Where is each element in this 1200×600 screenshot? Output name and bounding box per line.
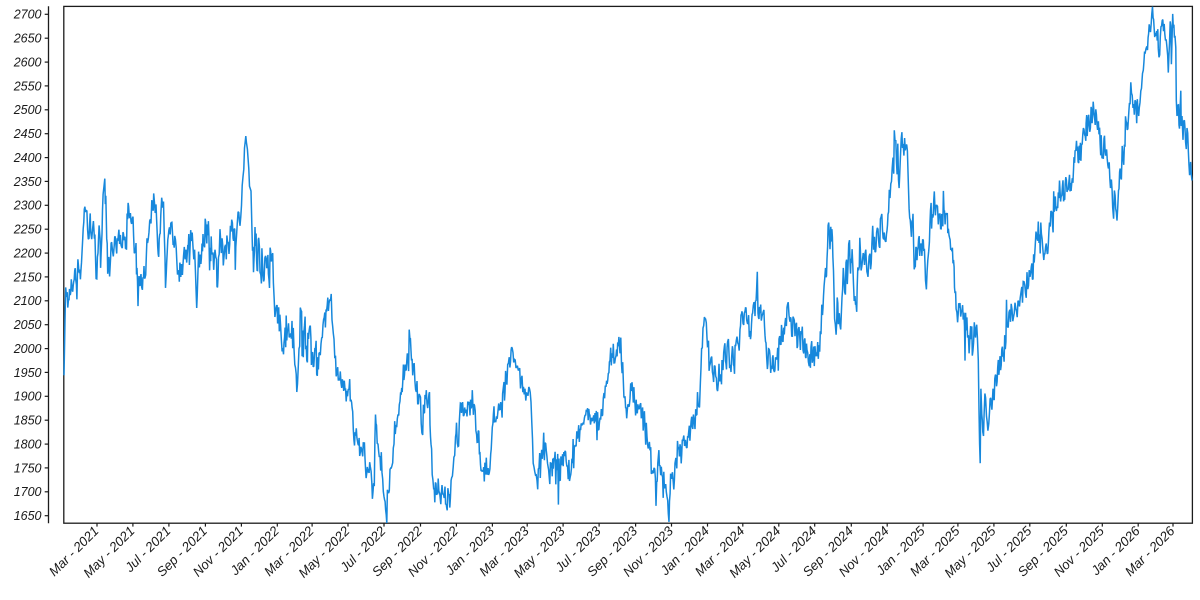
- svg-text:2050: 2050: [13, 318, 42, 332]
- svg-text:1650: 1650: [14, 509, 42, 523]
- svg-text:2250: 2250: [13, 223, 42, 237]
- svg-text:2000: 2000: [13, 342, 42, 356]
- svg-text:2650: 2650: [13, 32, 42, 46]
- svg-text:1700: 1700: [14, 485, 42, 499]
- svg-text:2600: 2600: [13, 56, 42, 70]
- svg-text:1800: 1800: [14, 438, 42, 452]
- svg-text:2450: 2450: [13, 127, 42, 141]
- svg-text:1750: 1750: [14, 461, 42, 475]
- svg-text:1950: 1950: [14, 366, 42, 380]
- svg-text:2200: 2200: [13, 247, 42, 261]
- svg-text:2100: 2100: [13, 294, 42, 308]
- svg-text:2150: 2150: [13, 270, 42, 284]
- svg-text:2500: 2500: [13, 103, 42, 117]
- svg-text:1900: 1900: [14, 390, 42, 404]
- svg-text:1850: 1850: [14, 414, 42, 428]
- svg-text:2550: 2550: [13, 79, 42, 93]
- svg-text:2350: 2350: [13, 175, 42, 189]
- svg-text:2700: 2700: [13, 8, 42, 22]
- svg-text:2400: 2400: [13, 151, 42, 165]
- svg-text:2300: 2300: [13, 199, 42, 213]
